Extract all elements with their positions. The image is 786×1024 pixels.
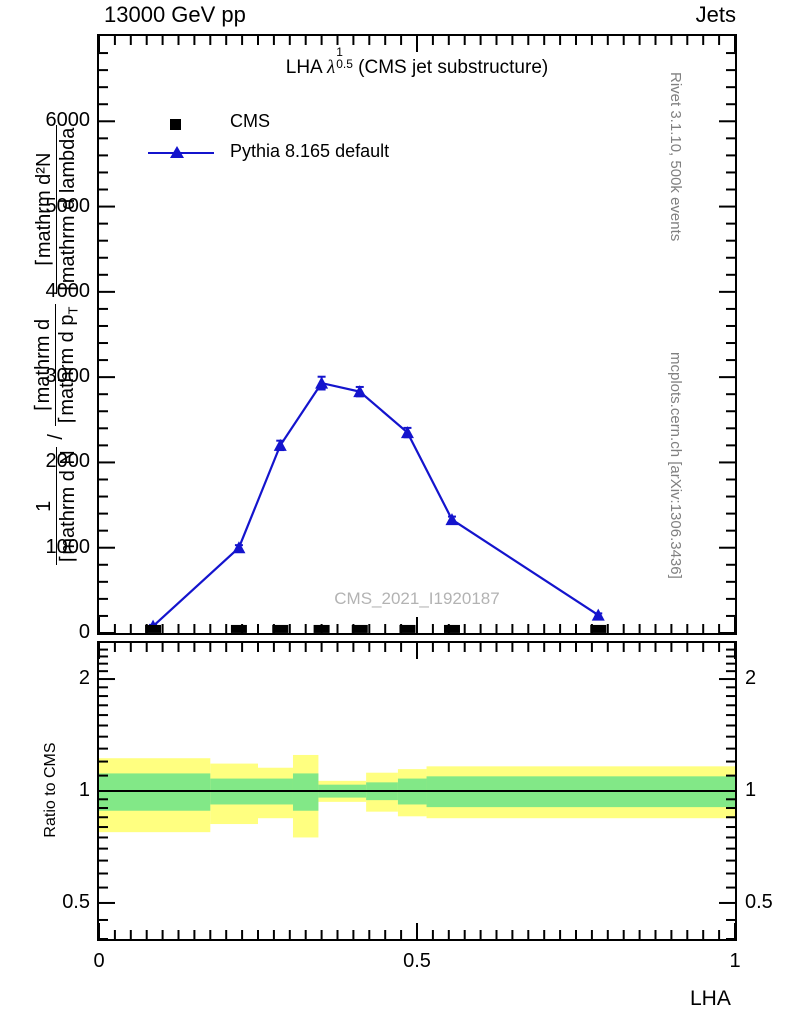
ratio-y-tick-label-right: 0.5: [745, 890, 773, 913]
legend-label-pythia: Pythia 8.165 default: [230, 141, 390, 161]
ratio-y-tick-label-right: 2: [745, 667, 757, 690]
main-axis-ticks: [99, 36, 735, 633]
legend-label-cms: CMS: [230, 111, 270, 131]
y-axis-title: 1 ⌈mathrm d N / ⌈mathrm d ⌈mathrm d pT ⌈…: [32, 45, 81, 645]
legend-marker-square: [140, 108, 220, 138]
ratio-plot-panel: [97, 641, 737, 941]
analysis-watermark: CMS_2021_I1920187: [334, 589, 500, 608]
cms-marker-square[interactable]: [313, 624, 330, 633]
band-inner: [292, 773, 319, 811]
mc-marker-triangle[interactable]: [353, 385, 367, 398]
mc-marker-triangle[interactable]: [400, 426, 414, 439]
y-axis-title-wrap: 1 ⌈mathrm d N / ⌈mathrm d ⌈mathrm d pT ⌈…: [32, 45, 81, 645]
ratio-y-tick-label-right: 1: [745, 779, 757, 801]
cms-marker-square[interactable]: [590, 624, 607, 633]
header-category-label: Jets: [695, 2, 736, 27]
cms-marker-square[interactable]: [230, 624, 247, 633]
ratio-axis-ticks: [99, 643, 735, 939]
y-axis-slash: /: [45, 434, 68, 440]
cms-marker-square[interactable]: [272, 624, 289, 633]
ratio-y-title-wrap: Ratio to CMS: [42, 700, 63, 880]
lambda-symbol: λ: [326, 57, 336, 78]
legend-marker-triangle-line: [140, 138, 220, 168]
cms-marker-square[interactable]: [443, 624, 460, 633]
x-tick-label: 0: [93, 950, 105, 972]
mc-marker-triangle[interactable]: [315, 376, 329, 389]
lambda-indices: 1 0.5: [336, 45, 353, 72]
cms-marker-square[interactable]: [351, 624, 368, 633]
ratio-uncertainty-bands: [99, 754, 735, 838]
main-plot-svg: [99, 36, 735, 633]
x-axis-title: LHA: [690, 987, 731, 1010]
ratio-plot-svg: [99, 643, 735, 939]
mc-line: [152, 381, 599, 627]
pt-subscript: T: [65, 306, 81, 315]
band-inner: [99, 773, 211, 811]
x-tick-label: 0.5: [403, 950, 431, 972]
mc-marker-triangle[interactable]: [445, 513, 459, 526]
page-title: LHA λ 1 0.5 (CMS jet substructure): [97, 45, 737, 80]
mc-marker-triangle[interactable]: [232, 541, 246, 554]
header-beam-label: 13000 GeV pp: [104, 2, 246, 27]
mc-marker-triangle[interactable]: [273, 438, 287, 451]
cms-marker-square[interactable]: [399, 624, 416, 633]
x-tick-label: 1: [729, 950, 741, 972]
ratio-y-tick-label-left: 2: [78, 667, 90, 690]
main-plot-panel: [97, 34, 737, 635]
ratio-y-tick-label-left: 0.5: [62, 890, 90, 913]
y-axis-frac-3: ⌈mathrm d²N ⌈mathrm d lambda: [33, 124, 80, 294]
y-axis-frac-1: 1 ⌈mathrm d N: [33, 447, 80, 566]
mc-marker-triangle[interactable]: [591, 608, 605, 621]
y-axis-frac-2: ⌈mathrm d ⌈mathrm d pT: [32, 303, 81, 427]
cms-marker-square[interactable]: [145, 624, 162, 633]
ratio-y-axis-title: Ratio to CMS: [42, 742, 59, 838]
